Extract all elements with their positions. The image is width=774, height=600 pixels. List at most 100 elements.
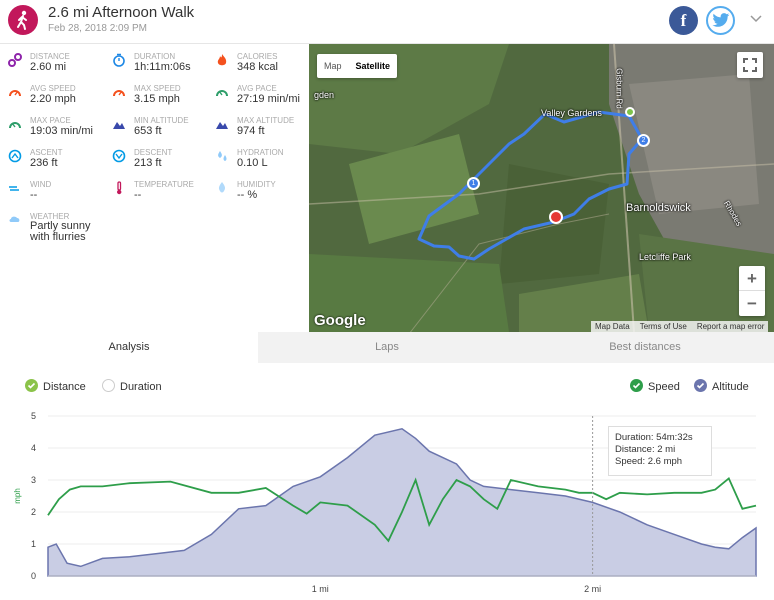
zoom-in-button[interactable]: + [739,266,765,291]
stat-min-altitude: MIN ALTITUDE 653 ft [112,116,212,146]
stat-distance: DISTANCE 2.60 mi [8,52,108,82]
map-footer: Map Data Terms of Use Report a map error [591,321,769,332]
checked-icon [630,379,643,392]
stat-label: DISTANCE [30,52,70,61]
facebook-share-button[interactable]: f [669,6,698,35]
map-type-map-button[interactable]: Map [324,61,342,71]
stat-value: 974 ft [237,125,265,137]
stat-value: 19:03 min/mi [30,125,93,137]
legend-label: Duration [120,381,162,393]
x-axis-duration-option[interactable]: Duration [102,379,162,393]
pace-gauge-icon [9,122,21,129]
stat-ascent: ASCENT 236 ft [8,148,108,178]
speed-altitude-chart[interactable]: 0 1 2 3 4 5 1 mi 2 mi mph [0,400,774,600]
place-label: Valley Gardens [541,108,602,118]
stat-label: HYDRATION [237,148,284,157]
stat-label: DURATION [134,52,176,61]
series-speed-toggle[interactable]: Speed [630,379,680,393]
zoom-out-button[interactable]: − [747,294,757,313]
tooltip-distance: Distance: 2 mi [615,444,676,455]
y-tick-label: 1 [31,539,36,549]
activity-header: 2.6 mi Afternoon Walk Feb 28, 2018 2:09 … [0,0,774,44]
tab-analysis[interactable]: Analysis [0,332,258,363]
stopwatch-icon [113,53,125,67]
mountain-icon [216,122,228,129]
unchecked-icon [102,379,115,392]
y-tick-label: 0 [31,571,36,581]
stat-label: AVG SPEED [30,84,76,93]
current-position-marker[interactable] [549,210,563,224]
fullscreen-button[interactable] [737,52,763,78]
mountain-icon [113,122,125,129]
place-label: Letcliffe Park [639,252,691,262]
speedometer-icon [9,90,21,97]
weather-icon [9,216,20,222]
stat-descent: DESCENT 213 ft [112,148,212,178]
stat-value: 27:19 min/mi [237,93,300,105]
stat-value: 213 ft [134,157,162,169]
fullscreen-icon [743,58,757,72]
checked-icon [694,379,707,392]
flame-icon [217,54,227,66]
stat-value: 348 kcal [237,61,278,73]
activity-title: 2.6 mi Afternoon Walk [48,4,195,21]
stat-value: -- % [237,189,258,201]
stat-max-altitude: MAX ALTITUDE 974 ft [215,116,315,146]
place-label: Gisburn Rd [614,68,624,109]
terms-of-use-link[interactable]: Terms of Use [639,322,687,331]
stat-value: -- [134,189,142,201]
route-map[interactable]: Valley Gardens Barnoldswick Letcliffe Pa… [309,44,774,332]
water-drops-icon [218,151,227,161]
wind-icon [9,186,19,191]
stat-value: 1h:11m:06s [134,61,191,73]
y-axis-label: mph [13,488,22,504]
stat-label: HUMIDITY [237,180,276,189]
stat-value: 2.20 mph [30,93,76,105]
report-map-error-link[interactable]: Report a map error [696,322,765,331]
twitter-bird-icon [712,13,730,27]
tab-laps[interactable]: Laps [258,332,516,363]
stat-temperature: TEMPERATURE -- [112,180,212,210]
walking-person-icon [8,5,38,35]
ascent-icon [8,149,22,163]
y-tick-label: 3 [31,475,36,485]
tab-best-distances[interactable]: Best distances [516,332,774,363]
stat-label: TEMPERATURE [134,180,194,189]
stat-hydration: HYDRATION 0.10 L [215,148,315,178]
stat-value: 3.15 mph [134,93,180,105]
stat-label: MAX SPEED [134,84,181,93]
stat-max-pace: MAX PACE 19:03 min/mi [8,116,108,146]
twitter-share-button[interactable] [706,6,735,35]
map-type-toggle: Map Satellite [317,54,398,78]
descent-icon [112,149,126,163]
google-logo: Google [314,312,366,329]
series-altitude-toggle[interactable]: Altitude [694,379,749,393]
satellite-imagery [309,44,774,332]
y-tick-label: 5 [31,411,36,421]
x-tick-label: 2 mi [584,584,601,594]
stat-label: MAX ALTITUDE [237,116,295,125]
pace-gauge-icon [216,90,228,97]
stat-avg-speed: AVG SPEED 2.20 mph [8,84,108,114]
place-label: gden [314,90,335,100]
stat-label: AVG PACE [237,84,277,93]
stat-weather: WEATHER Partly sunny with flurries [8,212,108,243]
stat-label: MAX PACE [30,116,71,125]
x-axis-distance-option[interactable]: Distance [25,379,86,393]
map-type-satellite-button[interactable]: Satellite [355,61,391,71]
stat-humidity: HUMIDITY -- % [215,180,315,210]
stat-label: MIN ALTITUDE [134,116,189,125]
legend-label: Speed [648,381,680,393]
tooltip-duration: Duration: 54m:32s [615,432,693,443]
stat-value: 0.10 L [237,157,268,169]
x-tick-label: 1 mi [312,584,329,594]
stat-label: ASCENT [30,148,63,157]
speed-line [47,476,757,543]
altitude-area [47,427,757,577]
route-marker-1[interactable]: 1 [467,177,480,190]
start-marker[interactable] [625,107,635,117]
stat-wind: WIND -- [8,180,108,210]
chevron-down-icon[interactable] [748,11,764,27]
map-data-link[interactable]: Map Data [595,322,630,331]
route-marker-2[interactable]: 2 [637,134,650,147]
